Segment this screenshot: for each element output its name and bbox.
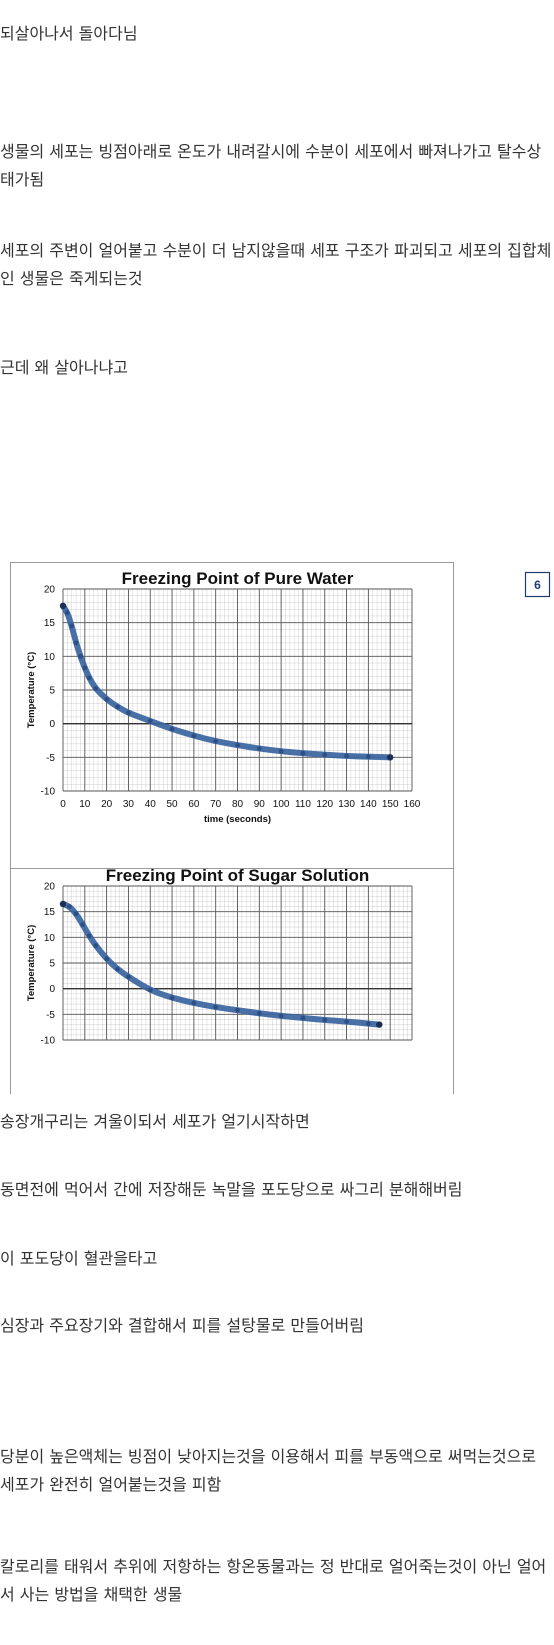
y-tick-label: 0 [49, 984, 55, 995]
panel-sugar-solution [10, 868, 454, 1094]
y-tick-label: 5 [49, 686, 55, 697]
paragraph-2: 생물의 세포는 빙점아래로 온도가 내려갈시에 수분이 세포에서 빠져나가고 탈… [0, 142, 542, 189]
y-tick-label: 0 [49, 719, 55, 730]
chart-1: Freezing Point of Pure Water20151050-5-1… [26, 569, 421, 825]
data-point [322, 752, 328, 758]
paragraph-6: 동면전에 먹어서 간에 저장해둔 녹말을 포도당으로 싸그리 분해해버림 [0, 1180, 463, 1199]
x-tick-label: 80 [232, 799, 244, 810]
data-point [213, 738, 219, 744]
chart-2: Freezing Point of Sugar Solution 20 15 10 5 0… [26, 866, 413, 1047]
data-point [235, 742, 240, 748]
y-tick-label: -10 [41, 1036, 56, 1047]
y-tick-label: 20 [44, 585, 56, 596]
data-point [344, 753, 349, 759]
panel-pure-water [10, 562, 454, 869]
data-point [67, 904, 72, 909]
data-point [365, 1021, 371, 1026]
data-point [235, 1007, 240, 1013]
y-tick-label: -5 [46, 1010, 55, 1021]
y-tick-label: -10 [41, 787, 56, 798]
x-tick-label: 130 [338, 799, 355, 810]
data-point [169, 726, 175, 732]
y-tick-label: 15 [44, 618, 56, 629]
data-point [64, 610, 70, 615]
x-tick-label: 150 [382, 799, 399, 810]
data-point [147, 718, 153, 724]
paragraph-10: 칼로리를 태워서 추위에 저항하는 항온동물과는 정 반대로 얼어죽는것이 아닌… [0, 1557, 547, 1604]
x-tick-label: 20 [101, 799, 113, 810]
data-point [300, 1015, 306, 1021]
data-point [278, 1013, 284, 1019]
data-point [69, 623, 75, 629]
data-point [365, 754, 371, 760]
data-point [73, 640, 79, 646]
x-tick-label: 120 [316, 799, 333, 810]
chart-title: Freezing Point of Pure Water [122, 569, 354, 588]
data-point [104, 697, 110, 702]
x-tick-label: 160 [404, 799, 421, 810]
paragraph-7: 이 포도당이 혈관을타고 [0, 1249, 158, 1268]
x-tick-label: 70 [210, 799, 222, 810]
data-point [115, 966, 120, 972]
figure-badge-label: 6 [534, 578, 541, 592]
data-point [59, 602, 67, 610]
data-point [376, 1021, 383, 1028]
paragraph-8: 심장과 주요장기와 결합해서 피를 설탕물로 만들어버림 [0, 1316, 364, 1335]
y-tick-label: -5 [46, 753, 55, 764]
data-point [115, 704, 120, 710]
data-point [300, 750, 306, 756]
data-point [169, 995, 175, 1001]
data-point [386, 754, 394, 761]
x-tick-label: 90 [254, 799, 266, 810]
data-point [59, 900, 67, 908]
freezing-point-figure: 6 Freezing Point of Pure Water 20 15 10 5 0 -5… [10, 562, 554, 1094]
y-tick-label: 15 [44, 907, 56, 918]
paragraph-3: 세포의 주변이 얼어붙고 수분이 더 남지않을때 세포 구조가 파괴되고 세포의… [0, 241, 552, 288]
data-point [86, 933, 92, 939]
data-point [126, 974, 131, 980]
y-tick-label: 10 [44, 933, 56, 944]
data-point [93, 686, 99, 692]
data-point [322, 1017, 328, 1023]
data-point [278, 748, 284, 754]
y-axis-label: Temperature (°C) [26, 925, 37, 1001]
data-point [191, 733, 197, 739]
data-point [213, 1004, 219, 1010]
paragraph-1: 되살아나서 돌아다님 [0, 24, 138, 43]
data-point [82, 665, 88, 671]
data-point [344, 1019, 349, 1024]
y-tick-label: 5 [49, 959, 55, 970]
x-tick-label: 110 [295, 799, 311, 810]
paragraph-9: 당분이 높은액체는 빙점이 낮아지는것을 이용해서 피를 부동액으로 써먹는것으… [0, 1447, 537, 1494]
data-point [80, 922, 86, 927]
data-point [147, 987, 153, 993]
y-axis-label: Temperature (°C) [26, 652, 37, 728]
x-tick-label: 30 [123, 799, 135, 810]
chart-title: Freezing Point of Sugar Solution [106, 866, 370, 885]
x-tick-label: 0 [60, 799, 66, 810]
x-tick-label: 100 [273, 799, 290, 810]
paragraph-4: 근데 왜 살아나냐고 [0, 358, 128, 377]
data-point [256, 1010, 262, 1016]
paragraph-5: 송장개구리는 겨울이되서 세포가 얼기시작하면 [0, 1112, 310, 1131]
data-point [93, 943, 99, 948]
data-point [104, 956, 110, 962]
data-point [126, 710, 131, 716]
data-point [86, 675, 92, 681]
x-axis-label: time (seconds) [204, 814, 271, 825]
freezing-point-charts: 6 Freezing Point of Pure Water20151050-5… [10, 562, 554, 1094]
x-tick-label: 40 [145, 799, 157, 810]
x-tick-label: 60 [188, 799, 200, 810]
x-tick-label: 10 [79, 799, 91, 810]
x-tick-label: 140 [360, 799, 377, 810]
y-tick-label: 20 [44, 882, 56, 893]
data-point [256, 746, 262, 751]
data-point [191, 1000, 197, 1006]
figure-badge [524, 571, 551, 598]
y-tick-label: 10 [44, 652, 56, 663]
x-tick-label: 50 [167, 799, 179, 810]
data-point [73, 911, 79, 917]
data-point [78, 653, 83, 659]
